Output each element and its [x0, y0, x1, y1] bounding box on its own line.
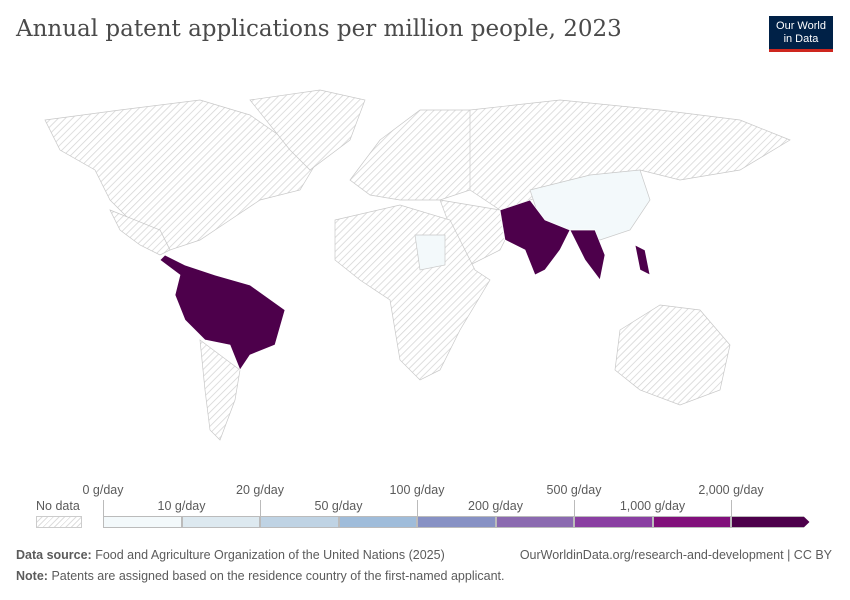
legend-label: 50 g/day [315, 499, 363, 513]
no-data-label: No data [36, 499, 80, 513]
europe[interactable] [350, 110, 480, 200]
legend-label: 10 g/day [158, 499, 206, 513]
legend-label: 1,000 g/day [620, 499, 685, 513]
data-source: Data source: Food and Agriculture Organi… [16, 548, 445, 562]
sudan[interactable] [415, 235, 445, 270]
logo-line1: Our World [769, 20, 833, 33]
note-text: Patents are assigned based on the reside… [51, 569, 504, 583]
philippines[interactable] [635, 245, 650, 275]
legend-label: 0 g/day [82, 483, 123, 497]
legend-tick [731, 500, 732, 528]
legend-bin[interactable] [103, 516, 182, 528]
legend-bin[interactable] [574, 516, 653, 528]
no-data-swatch [36, 516, 82, 528]
legend-tick [260, 500, 261, 528]
legend-label: 500 g/day [547, 483, 602, 497]
legend-tick [653, 516, 654, 528]
legend-tick [182, 516, 183, 528]
legend-tick [417, 500, 418, 528]
source-label: Data source: [16, 548, 92, 562]
legend-bin[interactable] [182, 516, 261, 528]
latin-america[interactable] [160, 255, 285, 370]
legend-label: 2,000 g/day [698, 483, 763, 497]
legend-label: 100 g/day [390, 483, 445, 497]
chart-title: Annual patent applications per million p… [16, 16, 622, 42]
legend-tick [574, 500, 575, 528]
legend-tick [339, 516, 340, 528]
legend-label: 20 g/day [236, 483, 284, 497]
logo-line2: in Data [769, 33, 833, 46]
legend-bin[interactable] [731, 516, 810, 528]
australia[interactable] [615, 305, 730, 405]
legend-tick [496, 516, 497, 528]
note-label: Note: [16, 569, 48, 583]
legend-bin[interactable] [339, 516, 418, 528]
source-url[interactable]: OurWorldinData.org/research-and-developm… [520, 548, 832, 562]
world-map [0, 70, 850, 450]
source-text: Food and Agriculture Organization of the… [95, 548, 445, 562]
owid-logo[interactable]: Our Worldin Data [769, 16, 833, 52]
legend-label: 200 g/day [468, 499, 523, 513]
legend-bin[interactable] [260, 516, 339, 528]
legend-bin[interactable] [496, 516, 575, 528]
note: Note: Patents are assigned based on the … [16, 569, 505, 583]
legend-bin[interactable] [653, 516, 732, 528]
legend-bin[interactable] [417, 516, 496, 528]
legend-tick [103, 500, 104, 528]
